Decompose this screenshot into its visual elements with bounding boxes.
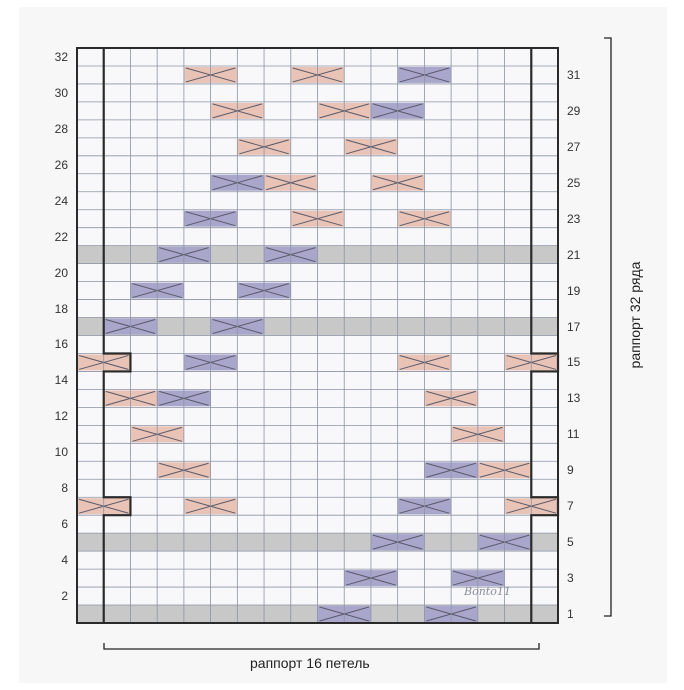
repeat-rows-bracket — [604, 37, 612, 617]
row-number-left: 2 — [61, 589, 68, 604]
repeat-boundary-left — [102, 48, 132, 623]
row-number-left: 4 — [61, 553, 68, 568]
repeat-rows-label-box: раппорт 32 ряда — [620, 230, 650, 400]
row-number-left: 30 — [54, 85, 68, 100]
row-number-right: 13 — [567, 391, 581, 406]
row-number-right: 23 — [567, 211, 581, 226]
row-number-left: 8 — [61, 481, 68, 496]
row-number-right: 27 — [567, 139, 581, 154]
row-number-right: 25 — [567, 175, 581, 190]
row-number-left: 10 — [54, 445, 68, 460]
row-number-left: 22 — [54, 229, 68, 244]
row-number-right: 31 — [567, 67, 581, 82]
row-number-right: 7 — [567, 499, 574, 514]
repeat-boundary-right — [530, 48, 560, 623]
row-number-right: 19 — [567, 283, 581, 298]
row-number-left: 12 — [54, 409, 68, 424]
chart-border — [76, 47, 559, 624]
row-number-left: 28 — [54, 121, 68, 136]
row-number-right: 1 — [567, 607, 574, 622]
row-number-right: 3 — [567, 571, 574, 586]
row-number-left: 24 — [54, 193, 68, 208]
row-number-right: 29 — [567, 103, 581, 118]
row-number-left: 18 — [54, 301, 68, 316]
watermark: Bonto11 — [464, 585, 511, 598]
repeat-rows-label: раппорт 32 ряда — [627, 261, 643, 369]
row-number-right: 9 — [567, 463, 574, 478]
repeat-stitches-label: раппорт 16 петель — [250, 655, 370, 671]
repeat-stitches-bracket — [103, 643, 540, 650]
row-number-left: 26 — [54, 157, 68, 172]
row-number-right: 17 — [567, 319, 581, 334]
row-number-right: 15 — [567, 355, 581, 370]
row-number-left: 20 — [54, 265, 68, 280]
row-number-right: 11 — [567, 427, 580, 442]
row-number-left: 14 — [54, 373, 68, 388]
row-number-right: 5 — [567, 535, 574, 550]
row-number-left: 16 — [54, 337, 68, 352]
row-number-left: 32 — [54, 49, 68, 64]
row-number-left: 6 — [61, 517, 68, 532]
row-number-right: 21 — [567, 247, 581, 262]
